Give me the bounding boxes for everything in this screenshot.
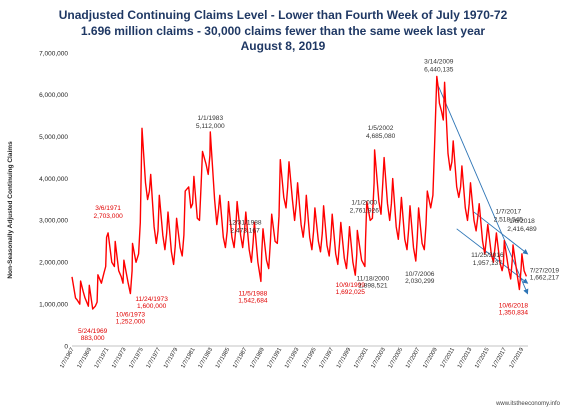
- annotation-value: 2,473,167: [230, 227, 260, 234]
- annotation-value: 5,112,000: [196, 123, 225, 130]
- annotation-value: 2,030,299: [405, 278, 435, 285]
- annotation-value: 1,350,834: [499, 309, 529, 316]
- x-tick-label: 1/7/1969: [77, 347, 93, 370]
- chart-subtitle: 1.696 million claims - 30,000 claims few…: [81, 24, 486, 38]
- y-tick-label: 1,000,000: [39, 301, 68, 308]
- annotation-date: 3/6/1971: [95, 205, 121, 212]
- x-tick-label: 1/7/1995: [301, 347, 317, 370]
- x-tick-label: 1/7/2011: [440, 347, 456, 369]
- x-tick-label: 1/7/1975: [128, 347, 144, 370]
- y-tick-label: 0: [64, 343, 68, 350]
- x-tick-label: 1/7/2001: [353, 347, 369, 370]
- annotation-value: 2,703,000: [93, 213, 123, 220]
- y-axis-ticks: 0 1,000,000 2,000,000 3,000,000 4,000,000 5,0…: [39, 50, 68, 350]
- series-line: [71, 75, 528, 310]
- annotation-value: 1,252,000: [116, 319, 146, 326]
- annotation-date: 10/6/1973: [116, 312, 146, 319]
- x-tick-label: 1/7/2007: [405, 347, 421, 370]
- annotation-date: 11/24/1973: [135, 296, 168, 303]
- annotation-date: 11/25/2016: [471, 252, 504, 259]
- x-tick-label: 1/7/1983: [198, 347, 214, 370]
- x-tick-label: 1/7/2005: [388, 347, 404, 370]
- trend-arrow: [473, 211, 529, 255]
- annotation-value: 1,692,025: [336, 289, 366, 296]
- annotation-value: 1,957,137: [473, 260, 503, 267]
- x-tick-label: 1/7/1993: [284, 347, 300, 370]
- chart-date-line: August 8, 2019: [241, 39, 326, 53]
- x-tick-label: 1/7/2017: [491, 347, 507, 370]
- y-tick-label: 3,000,000: [39, 218, 68, 225]
- annotation-value: 1,662,217: [530, 274, 560, 281]
- x-tick-label: 1/7/1973: [111, 347, 127, 370]
- annotation-date: 1/1/2000: [351, 199, 377, 206]
- annotation-value: 1,898,521: [358, 283, 388, 290]
- x-tick-label: 1/7/1991: [267, 347, 283, 370]
- annotation-value: 2,761,926: [350, 207, 380, 214]
- annotation-date: 12/31/1988: [229, 219, 262, 226]
- annotation-date: 10/9/1999: [336, 282, 366, 289]
- x-tick-label: 1/7/2019: [509, 347, 525, 370]
- source-credit: www.itstheeconomy.info: [495, 401, 561, 407]
- annotation-date: 1/6/2018: [509, 218, 535, 225]
- x-tick-label: 1/7/1999: [336, 347, 352, 370]
- x-tick-label: 1/7/1977: [146, 347, 162, 370]
- y-tick-label: 4,000,000: [39, 176, 68, 183]
- chart-title: Unadjusted Continuing Claims Level - Low…: [59, 8, 508, 22]
- x-tick-label: 1/7/1997: [319, 347, 335, 370]
- x-tick-label: 1/7/1967: [59, 347, 75, 370]
- x-tick-label: 1/7/1971: [94, 347, 110, 370]
- y-tick-label: 5,000,000: [39, 134, 68, 141]
- annotation-date: 3/14/2009: [424, 58, 454, 65]
- annotation-value: 883,000: [81, 335, 105, 342]
- x-tick-label: 1/7/1989: [249, 347, 265, 370]
- x-tick-label: 1/7/1979: [163, 347, 179, 370]
- annotation-date: 10/6/2018: [499, 302, 529, 309]
- x-tick-label: 1/7/2013: [457, 347, 473, 370]
- annotation-value: 2,416,489: [507, 226, 537, 233]
- annotation-value: 1,600,000: [137, 303, 167, 310]
- annotation-date: 10/7/2006: [405, 271, 435, 278]
- annotation-date: 1/7/2017: [495, 209, 521, 216]
- annotation-date: 1/1/1983: [197, 115, 223, 122]
- x-tick-label: 1/7/2015: [474, 347, 490, 370]
- x-tick-label: 1/7/2003: [370, 347, 386, 370]
- x-tick-label: 1/7/1987: [232, 347, 248, 370]
- annotation-value: 2,518,545: [494, 217, 524, 224]
- annotation-date: 11/5/1988: [238, 290, 267, 297]
- y-tick-label: 6,000,000: [39, 92, 68, 99]
- annotation-value: 6,440,135: [424, 66, 454, 73]
- y-tick-label: 7,000,000: [39, 50, 68, 57]
- annotation-date: 5/24/1969: [78, 328, 108, 335]
- y-axis-label: Non-Seasonally Adjusted Continuing Claim…: [7, 141, 14, 279]
- x-axis-ticks: 1/7/1967 1/7/1969 1/7/1971 1/7/1973 1/7/1975…: [59, 347, 525, 370]
- annotation-date: 7/27/2019: [530, 267, 560, 274]
- y-tick-label: 2,000,000: [39, 260, 68, 267]
- x-tick-label: 1/7/1981: [180, 347, 196, 370]
- annotation-value: 1,542,684: [238, 297, 268, 304]
- annotation-value: 4,685,080: [366, 133, 396, 140]
- annotation-date: 11/18/2000: [357, 276, 390, 283]
- x-tick-label: 1/7/1985: [215, 347, 231, 370]
- x-tick-label: 1/7/2009: [422, 347, 438, 370]
- annotation-date: 1/5/2002: [368, 125, 394, 132]
